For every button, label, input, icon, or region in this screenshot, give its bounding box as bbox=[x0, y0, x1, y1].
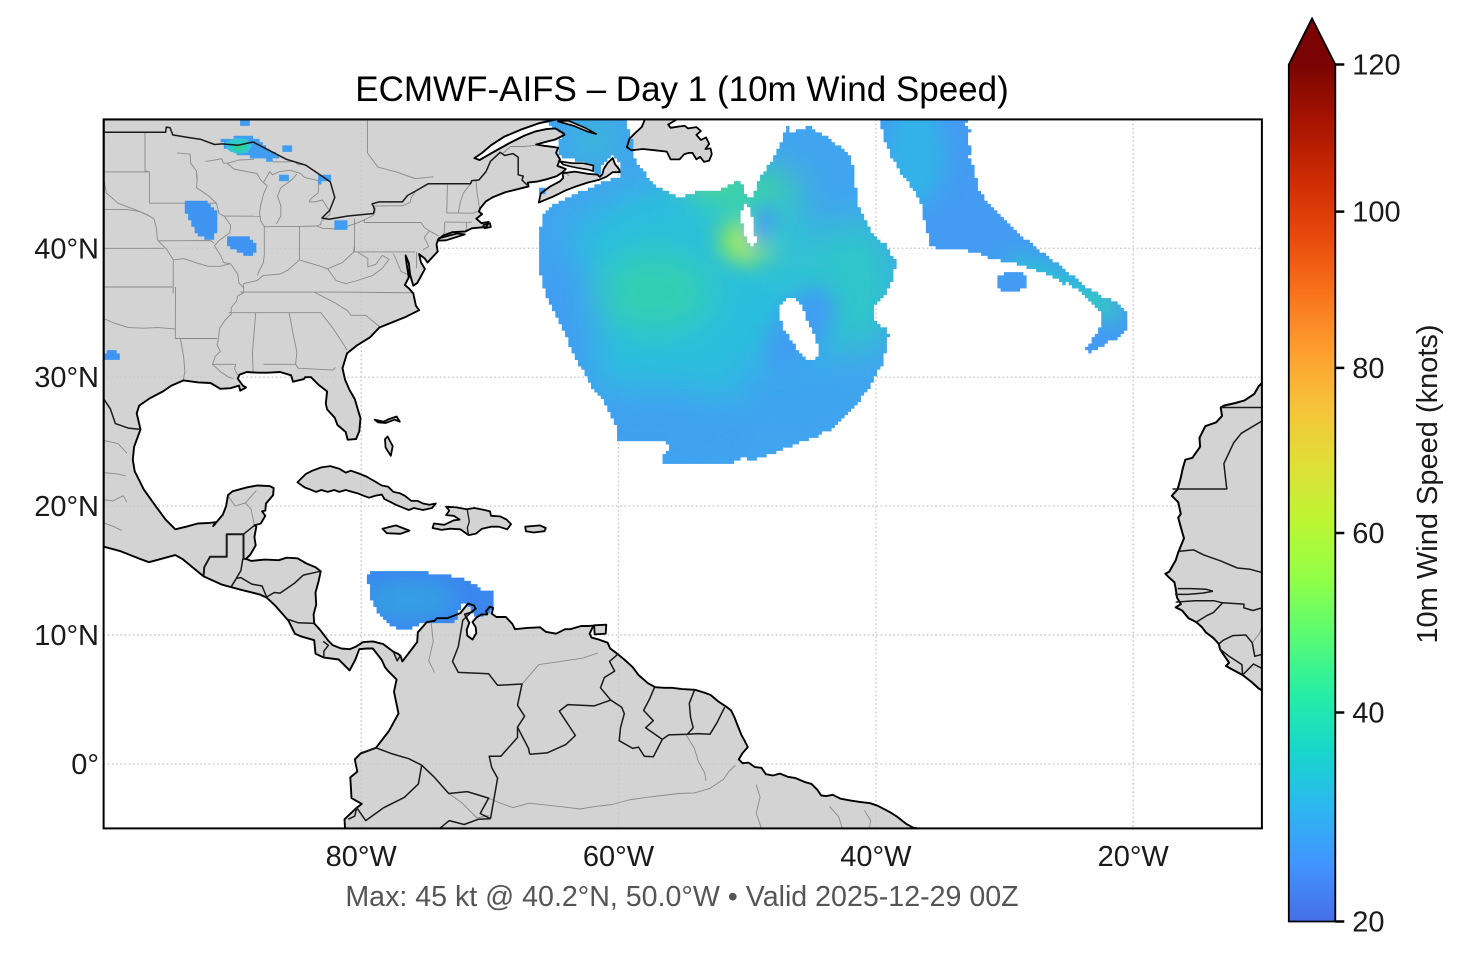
svg-text:30°N: 30°N bbox=[34, 362, 99, 394]
svg-text:40°W: 40°W bbox=[840, 841, 912, 873]
svg-text:10°N: 10°N bbox=[34, 620, 99, 652]
svg-text:20: 20 bbox=[1352, 907, 1384, 939]
svg-text:10m Wind Speed (knots): 10m Wind Speed (knots) bbox=[1412, 324, 1444, 643]
svg-text:80°W: 80°W bbox=[326, 841, 398, 873]
svg-text:Max: 45 kt @ 40.2°N, 50.0°W •: Max: 45 kt @ 40.2°N, 50.0°W • Valid 2025… bbox=[345, 881, 1018, 913]
svg-text:120: 120 bbox=[1352, 50, 1400, 82]
svg-text:40: 40 bbox=[1352, 698, 1384, 730]
svg-text:60°W: 60°W bbox=[583, 841, 655, 873]
svg-text:0°: 0° bbox=[71, 749, 99, 781]
svg-text:ECMWF-AIFS – Day 1 (10m Wind S: ECMWF-AIFS – Day 1 (10m Wind Speed) bbox=[355, 70, 1009, 109]
svg-text:100: 100 bbox=[1352, 197, 1400, 229]
svg-text:20°N: 20°N bbox=[34, 491, 99, 523]
svg-text:60: 60 bbox=[1352, 518, 1384, 550]
svg-text:40°N: 40°N bbox=[34, 233, 99, 265]
svg-text:20°W: 20°W bbox=[1098, 841, 1170, 873]
svg-text:80: 80 bbox=[1352, 353, 1384, 385]
